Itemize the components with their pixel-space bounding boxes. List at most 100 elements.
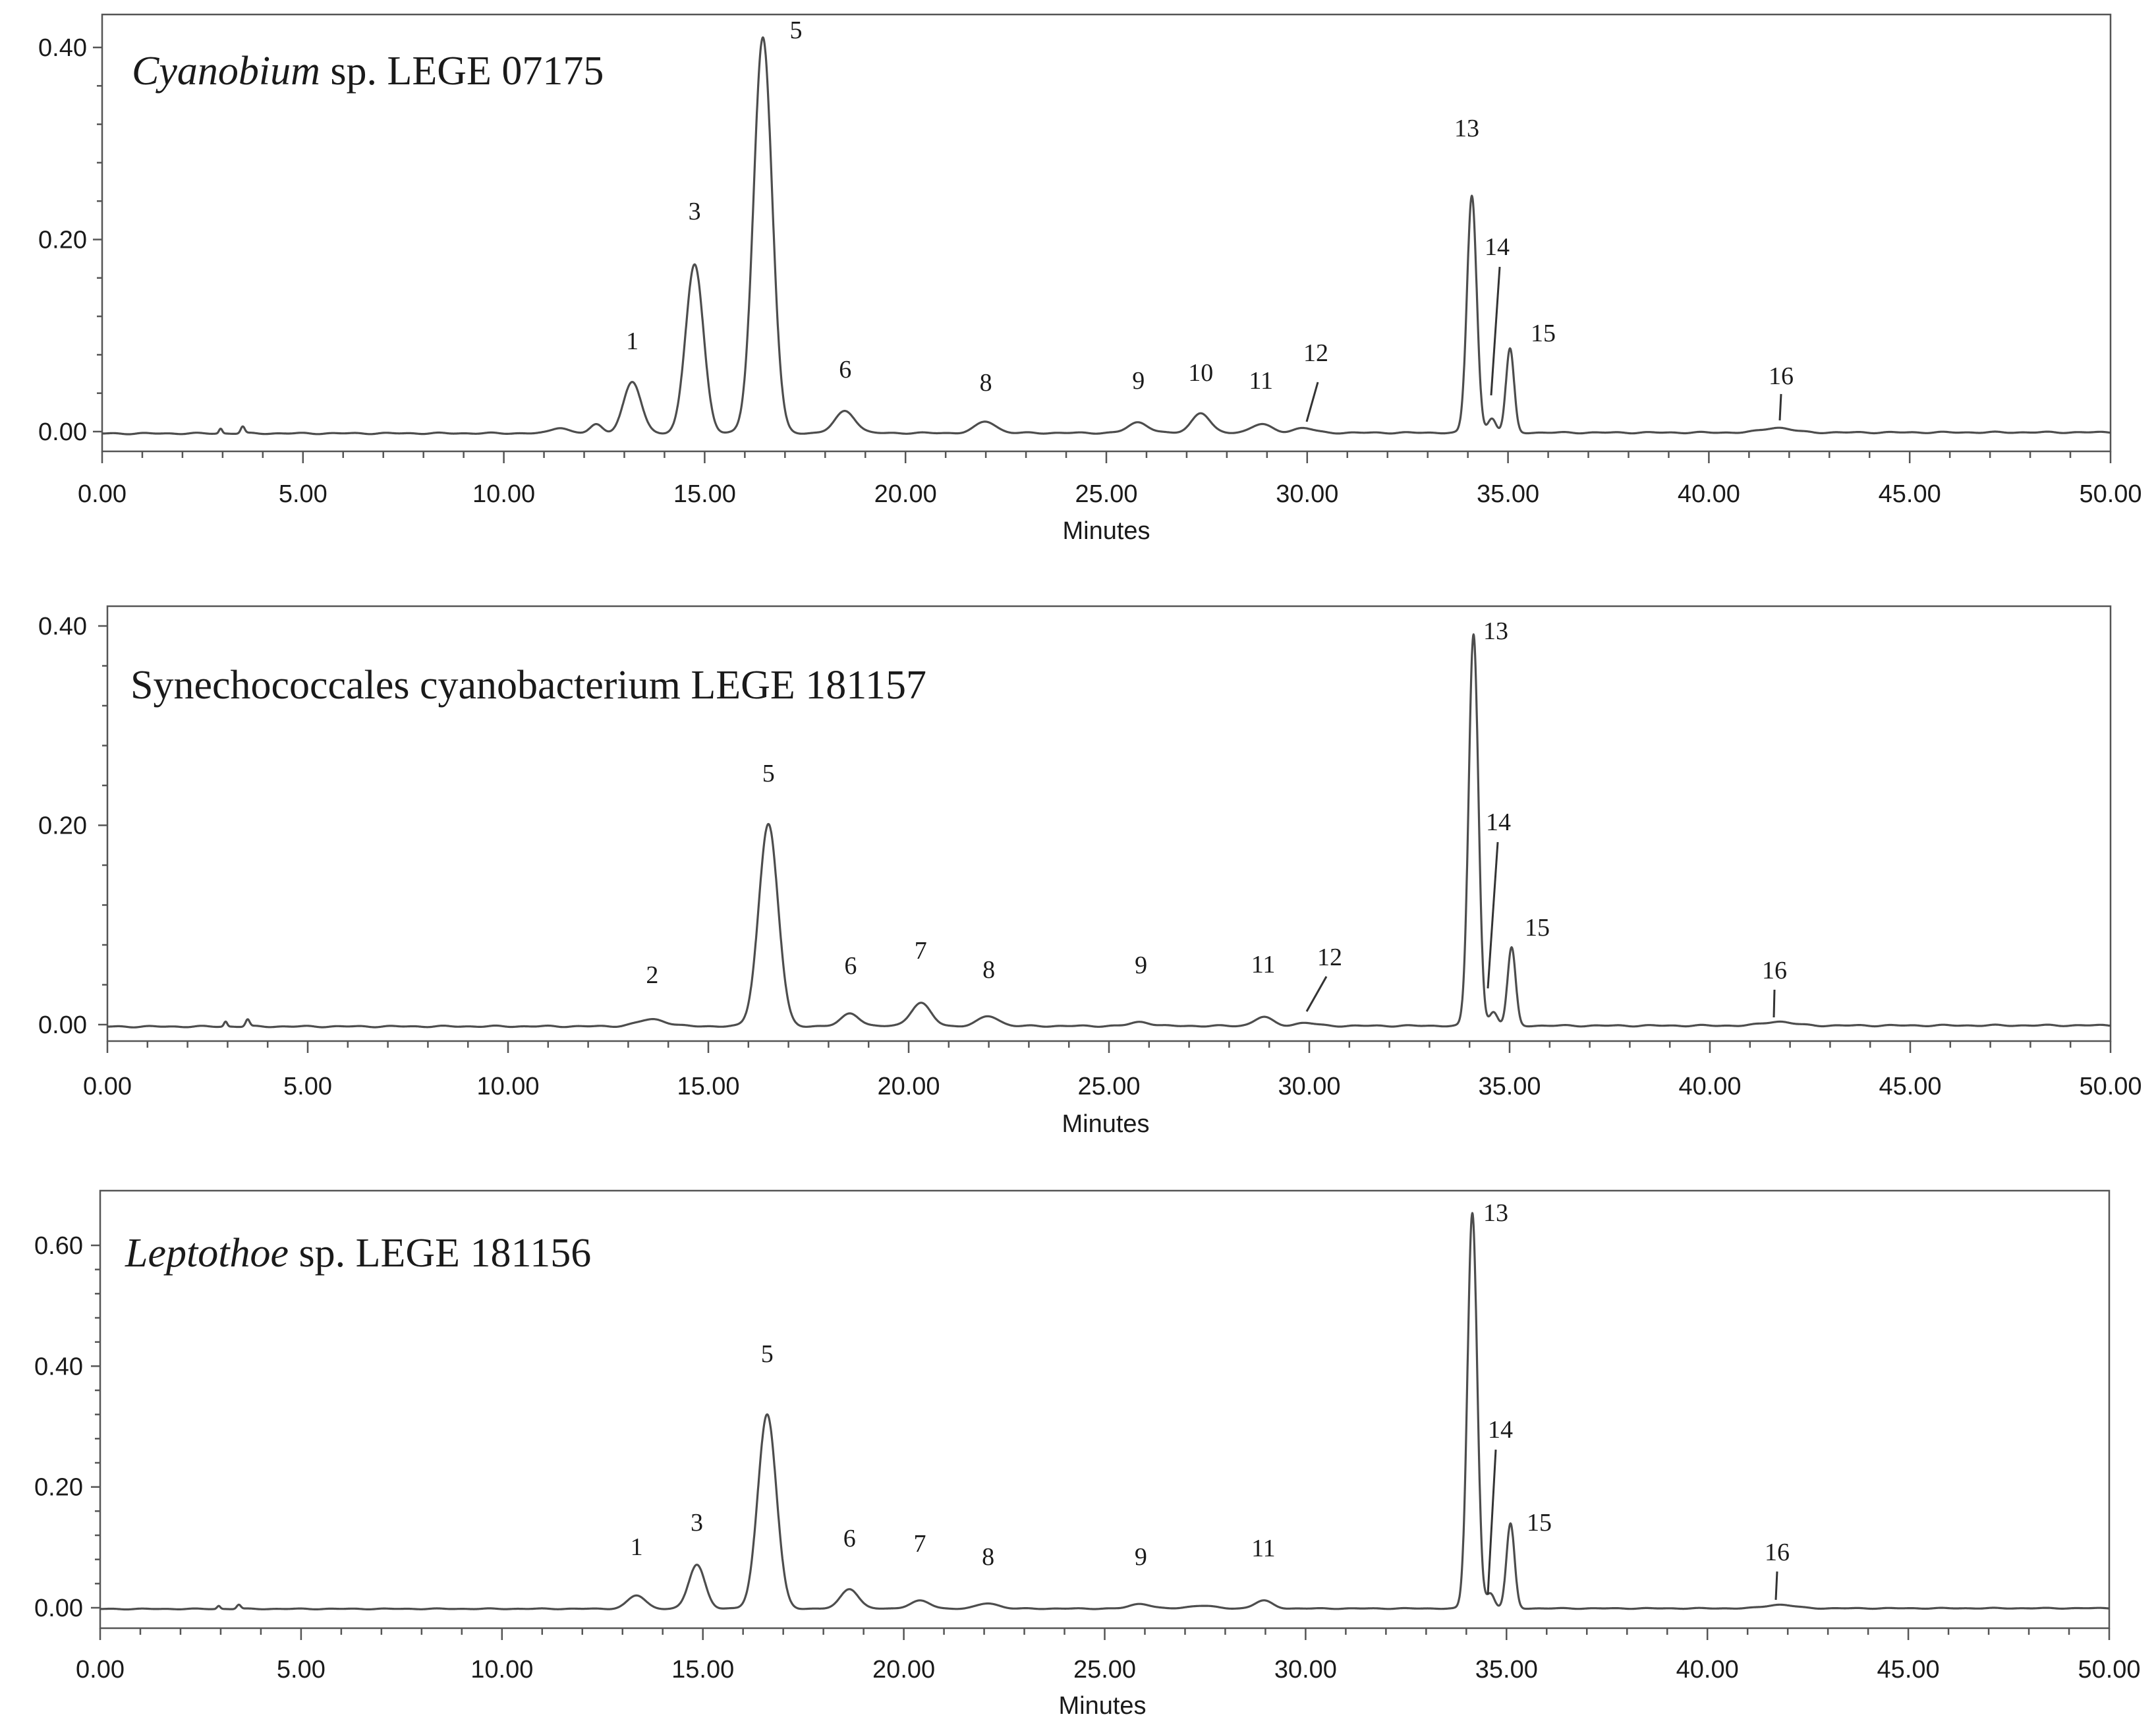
x-tick-label: 20.00 [872, 1656, 935, 1684]
x-tick-label: 5.00 [277, 1656, 326, 1684]
x-tick-label: 25.00 [1075, 480, 1137, 508]
x-tick-label: 5.00 [283, 1073, 332, 1100]
x-axis-title: Minutes [1058, 1692, 1146, 1720]
x-tick-label: 15.00 [677, 1073, 739, 1100]
peak-leader-line-12 [1305, 382, 1319, 422]
peak-label-13: 13 [1483, 617, 1508, 645]
peak-label-5: 5 [761, 1340, 774, 1368]
x-tick-label: 15.00 [673, 480, 736, 508]
y-tick-label: 0.00 [34, 1595, 83, 1622]
peak-label-11: 11 [1251, 951, 1276, 978]
peak-label-10: 10 [1188, 359, 1213, 387]
x-tick-label: 5.00 [279, 480, 327, 508]
x-axis-title: Minutes [1062, 517, 1150, 545]
peak-label-1: 1 [631, 1533, 643, 1561]
x-tick-label: 40.00 [1676, 1656, 1739, 1684]
chart-title-italic: Leptothoe [125, 1231, 289, 1276]
chromatogram-panel-synechococcales: Synechococcales cyanobacterium LEGE 1811… [38, 605, 2142, 1138]
peak-label-2: 2 [646, 961, 658, 989]
chart-title: Synechococcales cyanobacterium LEGE 1811… [130, 663, 926, 708]
x-tick-label: 0.00 [76, 1656, 125, 1684]
peak-label-5: 5 [762, 760, 775, 787]
x-tick-label: 20.00 [874, 480, 937, 508]
peak-leader-line-14 [1487, 1449, 1497, 1595]
x-tick-label: 45.00 [1879, 480, 1941, 508]
x-tick-label: 25.00 [1073, 1656, 1136, 1684]
chromatogram-trace [99, 1212, 2110, 1611]
x-tick-label: 20.00 [877, 1073, 940, 1100]
peak-leader-line-14 [1487, 841, 1499, 989]
y-tick-label: 0.20 [38, 812, 87, 840]
y-tick-label: 0.40 [38, 613, 87, 640]
peak-label-16: 16 [1765, 1539, 1790, 1566]
x-tick-label: 0.00 [78, 480, 127, 508]
x-tick-label: 35.00 [1477, 480, 1539, 508]
peak-label-6: 6 [844, 952, 857, 980]
x-tick-label: 10.00 [470, 1656, 533, 1684]
chart-title: Leptothoe sp. LEGE 181156 [125, 1231, 591, 1276]
peak-label-14: 14 [1485, 233, 1510, 261]
x-tick-label: 25.00 [1077, 1073, 1140, 1100]
x-tick-label: 35.00 [1475, 1656, 1538, 1684]
peak-label-14: 14 [1488, 1416, 1513, 1444]
x-tick-label: 30.00 [1278, 1073, 1340, 1100]
chart-title-italic: Cyanobium [132, 49, 320, 94]
chart-title-rest: sp. LEGE 07175 [320, 49, 604, 94]
y-tick-label: 0.40 [38, 34, 87, 62]
peak-label-8: 8 [982, 1543, 994, 1571]
x-tick-label: 40.00 [1678, 480, 1740, 508]
peak-label-6: 6 [839, 356, 851, 383]
peak-label-12: 12 [1317, 944, 1342, 971]
x-tick-label: 35.00 [1478, 1073, 1541, 1100]
chromatogram-trace [107, 633, 2111, 1029]
chromatogram-panel-leptothoe: Leptothoe sp. LEGE 181156 Minutes 0.00 5.… [34, 1189, 2141, 1720]
peak-label-16: 16 [1769, 362, 1794, 390]
peak-label-9: 9 [1135, 1543, 1147, 1571]
x-tick-label: 45.00 [1879, 1073, 1941, 1100]
peak-label-16: 16 [1762, 957, 1787, 984]
peak-label-3: 3 [689, 198, 701, 225]
peak-leader-line-16 [1778, 393, 1782, 421]
x-tick-label: 50.00 [2079, 1073, 2142, 1100]
peak-label-8: 8 [980, 369, 992, 397]
peak-label-15: 15 [1525, 914, 1550, 942]
peak-label-7: 7 [915, 937, 927, 965]
y-tick-label: 0.00 [38, 1011, 87, 1039]
peak-leader-line-14 [1490, 266, 1501, 396]
peak-label-15: 15 [1527, 1509, 1552, 1537]
peak-leader-line-16 [1774, 1571, 1778, 1601]
peak-label-11: 11 [1249, 367, 1273, 395]
peak-label-15: 15 [1531, 320, 1556, 347]
x-tick-label: 50.00 [2078, 1656, 2140, 1684]
chart-title: Cyanobium sp. LEGE 07175 [132, 49, 604, 94]
peak-label-7: 7 [913, 1530, 926, 1558]
x-tick-label: 45.00 [1877, 1656, 1940, 1684]
peak-label-3: 3 [691, 1509, 703, 1537]
y-tick-label: 0.20 [38, 227, 87, 254]
peak-label-8: 8 [982, 956, 995, 984]
x-tick-label: 40.00 [1678, 1073, 1741, 1100]
chromatogram-panel-cyanobium: Cyanobium sp. LEGE 07175 Minutes 0.00 5.0… [38, 13, 2142, 545]
y-tick-label: 0.60 [34, 1232, 83, 1260]
x-tick-label: 15.00 [671, 1656, 734, 1684]
peak-label-1: 1 [626, 327, 638, 355]
peak-label-11: 11 [1251, 1535, 1276, 1562]
peak-label-13: 13 [1454, 115, 1479, 142]
peak-label-5: 5 [790, 16, 803, 44]
peak-label-9: 9 [1132, 367, 1145, 395]
x-tick-label: 30.00 [1274, 1656, 1337, 1684]
x-tick-label: 10.00 [472, 480, 535, 508]
y-tick-label: 0.00 [38, 418, 87, 446]
chromatogram-trace [101, 36, 2111, 436]
peak-label-6: 6 [843, 1525, 856, 1552]
x-axis-title: Minutes [1062, 1110, 1149, 1138]
chart-title-rest: sp. LEGE 181156 [289, 1231, 591, 1276]
peak-label-12: 12 [1303, 339, 1328, 367]
peak-label-13: 13 [1483, 1199, 1508, 1227]
chart-title-rest: Synechococcales cyanobacterium LEGE 1811… [130, 663, 926, 708]
x-tick-label: 50.00 [2079, 480, 2142, 508]
x-tick-label: 10.00 [476, 1073, 539, 1100]
peak-label-9: 9 [1135, 951, 1147, 979]
x-tick-label: 0.00 [83, 1073, 132, 1100]
